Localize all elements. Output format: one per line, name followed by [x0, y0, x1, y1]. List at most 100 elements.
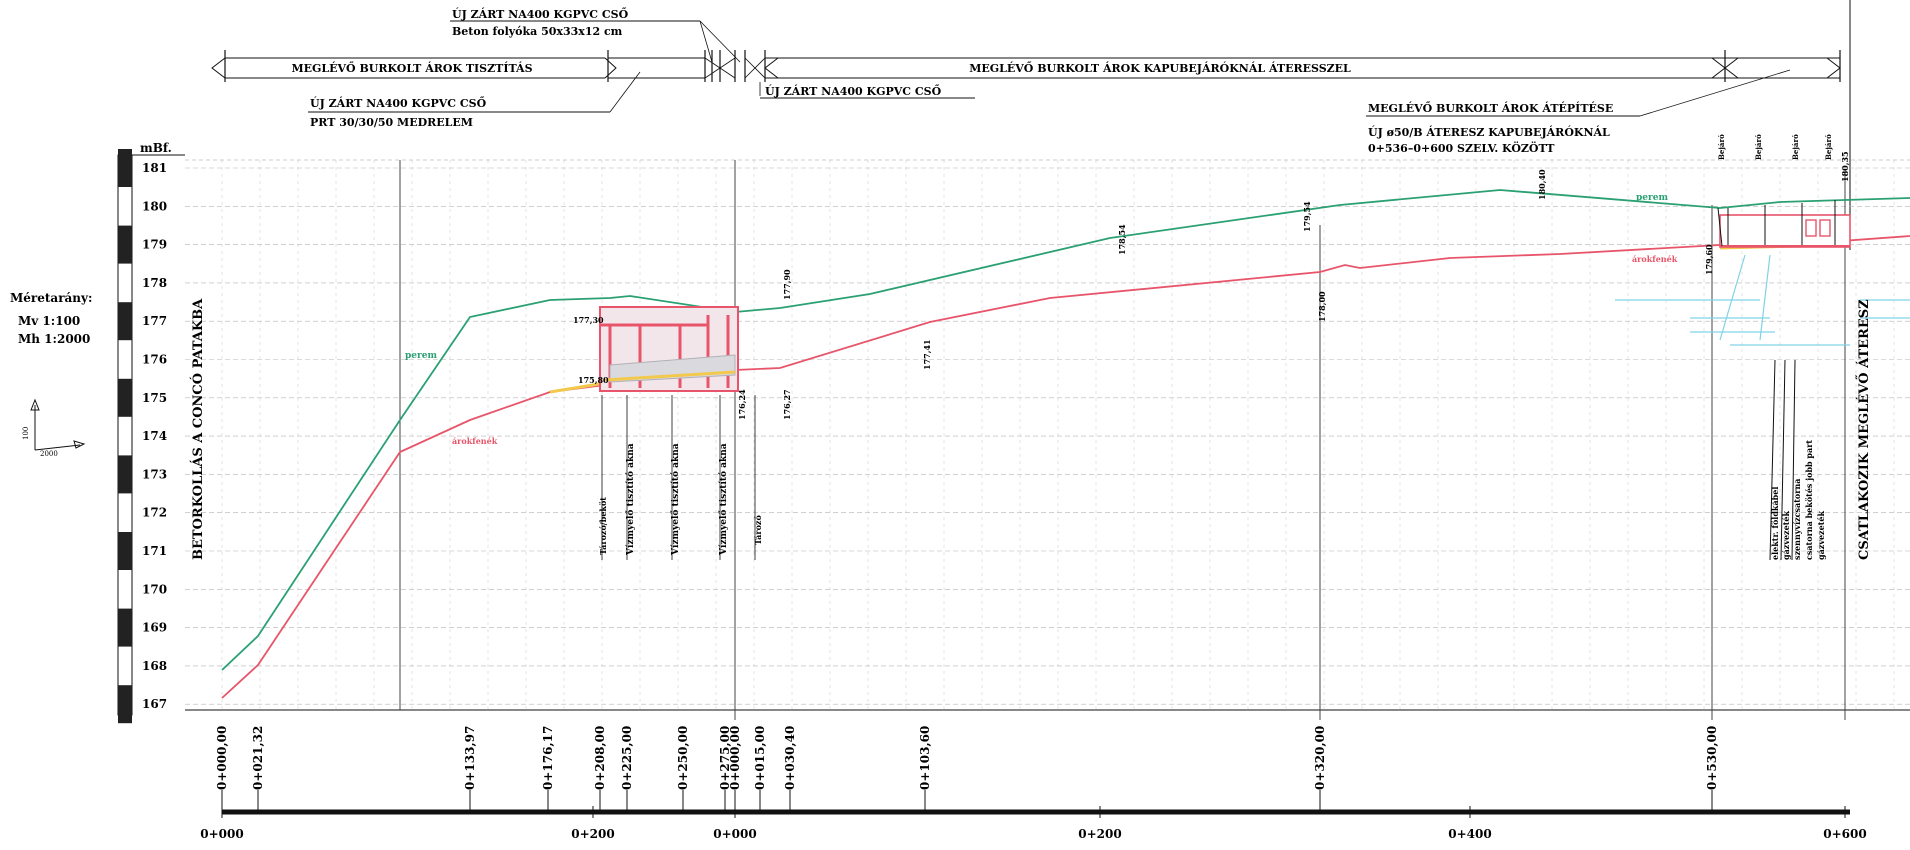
- station-lines: [399, 160, 1846, 720]
- station-label: 0+530,00: [1705, 726, 1719, 790]
- scale-legend: Méretarány: Mv 1:100 Mh 1:2000 100 2000: [10, 291, 92, 458]
- scale-label: 0+400: [1448, 827, 1491, 841]
- utility-crossings: [1615, 254, 1910, 346]
- axis-block: [118, 685, 132, 724]
- axis-block: [118, 532, 132, 570]
- axis-level-label: 173: [142, 467, 167, 481]
- elev-4: 176,27: [782, 389, 792, 420]
- axis-level-label: 174: [142, 429, 167, 443]
- ditch-rim-line: [221, 189, 1910, 671]
- culvert-range-label: 0+536–0+600 SZELV. KÖZÖTT: [1368, 141, 1555, 155]
- structure-label-4: Vízmyelő tisztító akna: [718, 443, 729, 556]
- elev-7: 178,54: [1117, 224, 1127, 255]
- scale-horizontal: Mh 1:2000: [18, 332, 90, 346]
- horizontal-scale: 0+000 0+200 0+000 0+200 0+400 0+600: [200, 806, 1867, 841]
- scale-label: 0+200: [1078, 827, 1121, 841]
- station-label: 0+250,00: [676, 726, 690, 790]
- station-label: 0+320,00: [1313, 726, 1327, 790]
- axis-level-label: 168: [142, 659, 167, 673]
- axis-block: [118, 455, 132, 494]
- station-label: 0+208,00: [593, 726, 607, 790]
- axis-unit: mBf.: [140, 141, 172, 155]
- pipe-annotation-3: ÚJ ZÁRT NA400 KGPVC CSŐ: [759, 82, 975, 99]
- gate-label-4: Bejáró: [1824, 134, 1833, 160]
- ditch-bottom-line: [221, 235, 1910, 699]
- axis-block: [118, 608, 132, 647]
- axis-level-label: 179: [142, 238, 167, 252]
- left-vertical-title: BETORKOLLÁS A CONCÓ PATAKBA: [189, 298, 206, 560]
- pipe-2-label: ÚJ ZÁRT NA400 KGPVC CSŐ: [310, 96, 487, 110]
- utility-label-1: elektr. földkábel: [1770, 487, 1780, 560]
- top-pipe-annotation: ÚJ ZÁRT NA400 KGPVC CSŐ Beton folyóka 50…: [450, 7, 741, 63]
- gate-label-2: Bejáró: [1754, 134, 1763, 160]
- elev-10: 180,40: [1537, 169, 1547, 200]
- structure-label-1: Tározó/beköt: [598, 497, 608, 555]
- structure-label-2: Vízmyelő tisztító akna: [625, 443, 636, 556]
- elevation-axis: mBf. 181 180 179 178 177 176 175 174 173 172 171 17…: [117, 141, 185, 724]
- station-label: 0+015,00: [753, 726, 767, 790]
- utility-label-5: gázvezeték: [1816, 511, 1826, 560]
- culvert-label: ÚJ ø50/B ÁTERESZ KAPUBEJÁRÓKNÁL: [1368, 125, 1610, 139]
- axis-level-label: 180: [142, 199, 167, 213]
- top-pipe-label: ÚJ ZÁRT NA400 KGPVC CSŐ: [452, 7, 629, 21]
- structure-labels: Tározó/beköt Vízmyelő tisztító akna Vízm…: [598, 395, 763, 560]
- right-annotations: MEGLÉVŐ BURKOLT ÁROK ÁTÉPÍTÉSE ÚJ ø50/B …: [1366, 0, 1851, 250]
- band-existing-ditch-gate-culverts: MEGLÉVŐ BURKOLT ÁROK KAPUBEJÁRÓKNÁL ÁTER…: [969, 61, 1351, 75]
- structure-label-3: Vízmyelő tisztító akna: [670, 443, 681, 556]
- gate-label-1: Bejáró: [1717, 134, 1726, 160]
- pipe-annotation-2: ÚJ ZÁRT NA400 KGPVC CSŐ PRT 30/30/50 MED…: [308, 71, 641, 129]
- axis-level-label: 177: [142, 314, 167, 328]
- gate-label-3: Bejáró: [1791, 134, 1800, 160]
- rim-label-left: perem: [405, 351, 437, 361]
- utility-label-2: gázvezeték: [1781, 511, 1791, 560]
- pipe-2-sublabel: PRT 30/30/50 MEDRELEM: [310, 116, 473, 129]
- scale-label: 0+200: [571, 827, 614, 841]
- profile-grid: [185, 159, 1910, 711]
- rim-label-right: perem: [1636, 193, 1668, 203]
- elev-9: 178,00: [1317, 291, 1327, 322]
- scale-vertical: Mv 1:100: [18, 314, 80, 328]
- axis-block: [118, 302, 132, 341]
- arrow-h-label: 2000: [40, 450, 58, 458]
- right-culvert-detail: Bejáró Bejáró Bejáró Bejáró: [1717, 134, 1851, 248]
- utility-label-3: szennyvízcsatorna: [1792, 479, 1802, 560]
- right-vertical-title: CSATLAKOZIK MEGLÉVŐ ÁTERESZ: [1856, 299, 1872, 560]
- elev-2: 175,80: [578, 375, 609, 385]
- axis-block: [118, 378, 132, 417]
- elev-6: 177,41: [922, 339, 932, 370]
- station-label: 0+225,00: [620, 726, 634, 790]
- bottom-label-left: árokfenék: [452, 436, 498, 446]
- axis-level-label: 178: [142, 276, 167, 290]
- elev-8: 179,54: [1302, 201, 1312, 232]
- pipe-structures: [599, 306, 739, 392]
- scale-label: 0+000: [713, 827, 756, 841]
- scale-title: Méretarány:: [10, 291, 92, 305]
- axis-block: [118, 225, 132, 264]
- axis-level-label: 171: [142, 544, 167, 558]
- elevation-callouts: 177,30 175,80 176,24 176,27 177,90 177,4…: [573, 151, 1850, 420]
- station-label: 0+021,32: [251, 726, 265, 790]
- rebuild-label: MEGLÉVŐ BURKOLT ÁROK ÁTÉPÍTÉSE: [1368, 101, 1613, 115]
- axis-level-label: 169: [142, 621, 167, 635]
- axis-level-label: 181: [142, 161, 167, 175]
- top-annotation-bands: MEGLÉVŐ BURKOLT ÁROK TISZTÍTÁS MEGLÉVŐ B…: [211, 50, 1841, 82]
- elev-12: 180,35: [1840, 151, 1850, 182]
- station-label: 0+133,97: [463, 726, 477, 790]
- band-existing-ditch-cleaning: MEGLÉVŐ BURKOLT ÁROK TISZTÍTÁS: [291, 61, 532, 75]
- pipe-3-label: ÚJ ZÁRT NA400 KGPVC CSŐ: [765, 84, 942, 98]
- utility-labels: elektr. földkábel gázvezeték szennyvízcs…: [1769, 359, 1826, 561]
- station-label: 0+030,40: [783, 726, 797, 790]
- profile-labels: perem árokfenék perem árokfenék: [405, 193, 1678, 446]
- elev-5: 177,90: [782, 269, 792, 300]
- scale-label: 0+600: [1823, 827, 1866, 841]
- axis-level-label: 170: [142, 582, 167, 596]
- top-pipe-sublabel: Beton folyóka 50x33x12 cm: [452, 25, 623, 38]
- structure-label-5: Tározó: [753, 515, 763, 545]
- station-label: 0+275,00: [718, 726, 732, 790]
- elev-11: 179,60: [1704, 244, 1714, 275]
- station-label: 0+103,60: [918, 726, 932, 790]
- bottom-label-right: árokfenék: [1632, 254, 1678, 264]
- station-label: 0+000,00: [215, 726, 229, 790]
- station-labels: 0+000,00 0+021,32 0+133,97 0+176,17 0+208,00…: [215, 726, 1719, 812]
